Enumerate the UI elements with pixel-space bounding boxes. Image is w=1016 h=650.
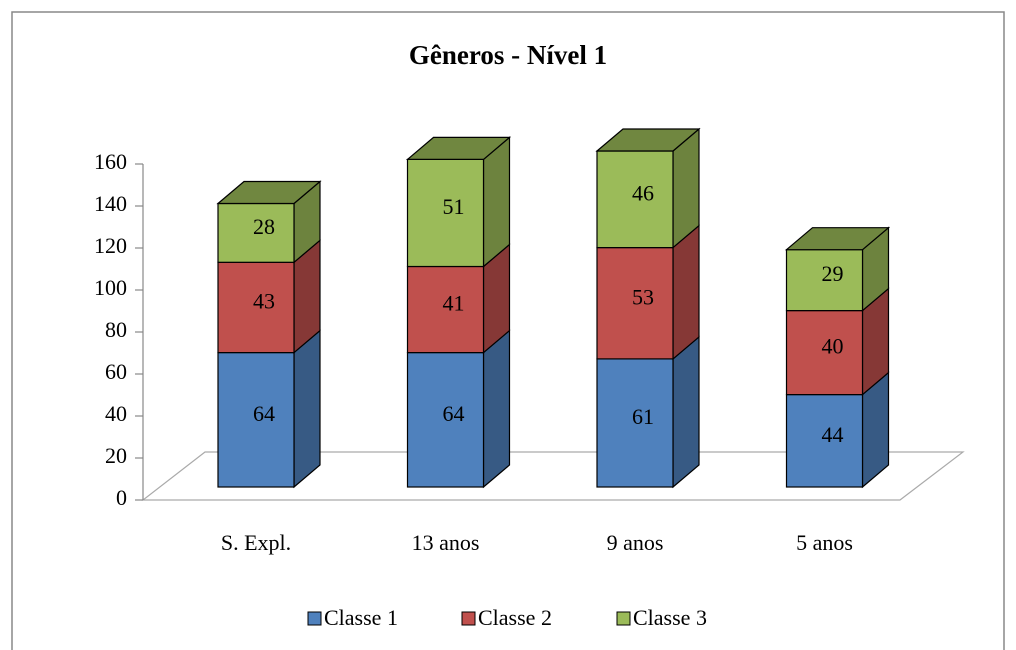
data-label: 29 (822, 261, 844, 286)
bar (785, 394, 864, 488)
bar-top (216, 180, 322, 205)
bar-side (672, 335, 700, 489)
bar (596, 247, 674, 360)
data-label: 51 (443, 194, 465, 219)
data-label: 28 (253, 214, 275, 239)
y-tick-label: 140 (94, 191, 127, 216)
y-tick-label: 40 (105, 401, 127, 426)
data-label: 41 (443, 291, 465, 316)
data-label: 44 (822, 422, 844, 447)
y-tick-label: 100 (94, 275, 127, 300)
bar (406, 158, 485, 268)
bar-top (784, 227, 891, 251)
legend-swatch (307, 611, 322, 626)
x-tick-label: 5 anos (796, 530, 853, 555)
legend-swatch (461, 611, 476, 626)
bar (596, 358, 674, 488)
bar (217, 202, 295, 263)
data-label: 64 (443, 401, 465, 426)
x-tick-label: 9 anos (607, 530, 664, 555)
bar-side (293, 329, 321, 489)
legend-label: Classe 3 (633, 605, 707, 630)
bar (785, 249, 864, 312)
x-tick-label: S. Expl. (221, 530, 291, 555)
y-tick-label: 20 (105, 443, 127, 468)
data-label: 64 (253, 401, 275, 426)
y-tick-label: 120 (94, 233, 127, 258)
bar-side (482, 329, 511, 489)
y-tick-label: 60 (105, 359, 127, 384)
bar (785, 310, 864, 396)
y-tick-label: 80 (105, 317, 127, 342)
bar (406, 352, 485, 488)
data-label: 40 (822, 334, 844, 359)
bar-top (595, 128, 701, 152)
data-label: 53 (632, 284, 654, 309)
bar-side (672, 224, 700, 361)
bar (596, 150, 674, 249)
legend-swatch (616, 611, 631, 626)
y-tick-label: 160 (94, 149, 127, 174)
legend-label: Classe 1 (324, 605, 398, 630)
data-label: 43 (253, 288, 275, 313)
data-label: 46 (632, 180, 654, 205)
data-label: 61 (632, 404, 654, 429)
x-tick-label: 13 anos (412, 530, 480, 555)
y-tick-label: 0 (116, 485, 127, 510)
chart-title: Gêneros - Nível 1 (409, 40, 607, 70)
bar (217, 352, 295, 488)
bar (217, 261, 295, 354)
legend-label: Classe 2 (478, 605, 552, 630)
floor (141, 451, 965, 501)
bar-top (405, 136, 512, 160)
